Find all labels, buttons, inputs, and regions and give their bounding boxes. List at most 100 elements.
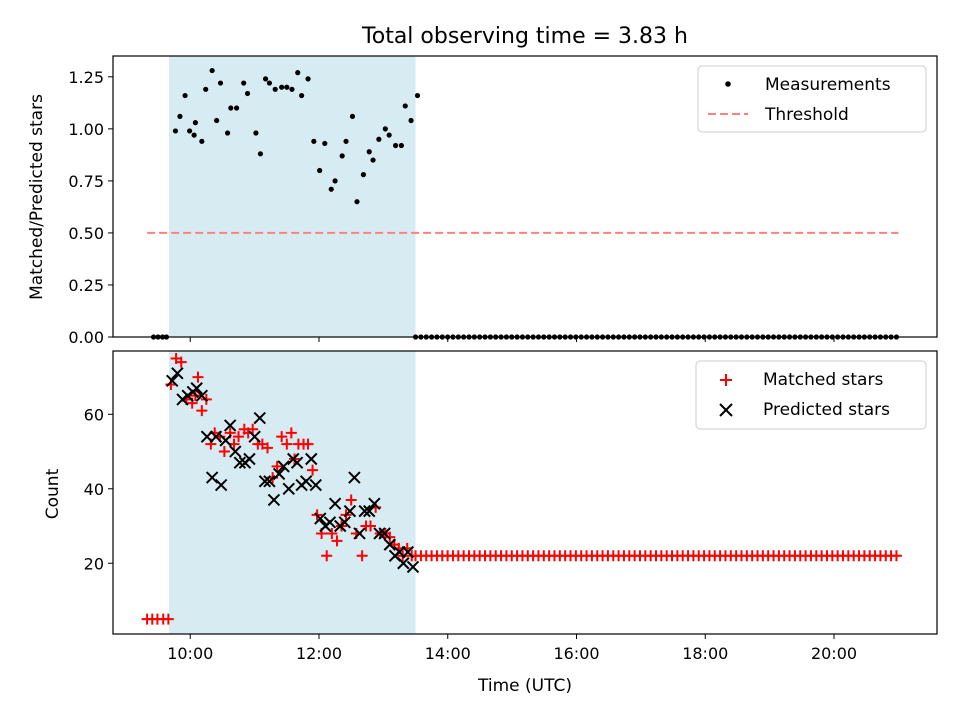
predicted-point [406,560,420,574]
matched-legend-label: Matched stars [763,370,883,390]
predicted-point [171,367,184,380]
count-ylabel: Count [43,468,63,519]
predicted-point [309,478,322,492]
x-tick-label: 20:00 [811,644,857,663]
measurement-point [253,130,259,136]
y-tick-label: 0.75 [68,172,104,191]
ratio-ylabel: Matched/Predicted stars [27,94,47,300]
predicted-point [353,527,366,540]
measurement-point [228,105,234,111]
measurement-point [299,92,305,99]
predicted-point [314,512,327,525]
y-tick-label: 0.50 [68,224,104,243]
predicted-point [176,393,189,406]
matched-point [218,446,230,458]
matched-point [233,431,245,443]
predicted-point [223,419,237,432]
predicted-point [343,504,357,518]
ratio-legend-box [697,65,927,133]
axes-frame [112,55,938,338]
y-tick-label: 40 [84,480,104,499]
predicted-point [328,497,342,510]
matched-point [262,442,273,454]
count-legend-box [695,360,927,430]
x-tick-label: 18:00 [682,644,728,663]
predicted-point [373,527,386,540]
matched-point [276,431,288,443]
measurement-point [414,92,421,99]
observing-window-shade [169,56,416,337]
time-xlabel: Time (UTC) [477,676,572,696]
measurement-point [289,86,295,92]
measurement-point [284,84,290,90]
count-axes: 20 40 60 10:00 12:00 14:00 16:00 18:00 20:00 [84,350,938,663]
measurements-legend-label: Measurements [765,75,891,95]
measurement-point [191,132,197,138]
chart-title: Total observing time = 3.83 h [361,24,688,49]
measurement-point [339,153,345,159]
matched-point [196,405,208,417]
predicted-point [267,493,281,507]
predicted-point [243,452,256,466]
x-tick-label: 12:00 [296,644,342,663]
predicted-point [282,482,295,495]
predicted-point [263,475,276,488]
measurement-point [349,113,356,119]
matched-point [192,371,204,383]
measurement-point [214,117,220,124]
measurement-point [241,80,247,86]
matched-point [365,520,376,532]
matched-point [321,550,333,562]
predicted-point [348,471,361,484]
measurements-legend-marker [725,81,731,87]
measurement-point [172,128,179,134]
measurement-point [266,80,273,86]
count-legend: Matched stars Predicted stars [695,360,927,430]
predicted-point [195,389,209,402]
measurement-point [360,172,367,178]
measurement-point [386,132,392,138]
x-tick-label: 14:00 [425,644,471,663]
y-tick-label: 20 [84,554,104,573]
y-tick-label: 1.00 [68,120,104,139]
measurement-point [317,167,323,174]
y-tick-label: 0.00 [68,328,104,347]
threshold-legend-label: Threshold [764,105,849,125]
predicted-legend-label: Predicted stars [763,400,890,420]
predicted-point [200,430,214,443]
measurement-point [370,157,376,163]
measurement-point [177,113,183,119]
measurement-point [408,117,414,124]
predicted-point [378,527,391,540]
y-tick-label: 60 [84,405,104,424]
predicted-point [233,456,247,469]
predicted-point [358,504,371,518]
predicted-point [214,478,228,492]
measurement-point [382,126,388,132]
predicted-point [401,545,415,559]
predicted-point [397,557,410,570]
matched-point [307,464,319,476]
measurement-point [209,67,215,74]
measurement-point [354,199,360,205]
predicted-point [205,471,219,484]
predicted-point [305,452,318,466]
predicted-point [323,516,337,529]
matched-point [247,423,259,435]
axes-frame [112,350,938,635]
matched-point [281,438,293,450]
matched-point [345,494,357,506]
measurement-point [244,90,251,97]
predicted-point [181,389,194,402]
measurement-point [279,84,285,90]
x-tick-label: 16:00 [553,644,599,663]
matched-point [384,531,396,543]
ratio-legend: Measurements Threshold [697,65,927,133]
predicted-point [277,460,290,473]
predicted-point [248,430,261,443]
predicted-point [253,411,266,425]
y-tick-label: 0.25 [68,276,104,295]
measurement-point [366,149,372,155]
matched-point [356,550,368,562]
